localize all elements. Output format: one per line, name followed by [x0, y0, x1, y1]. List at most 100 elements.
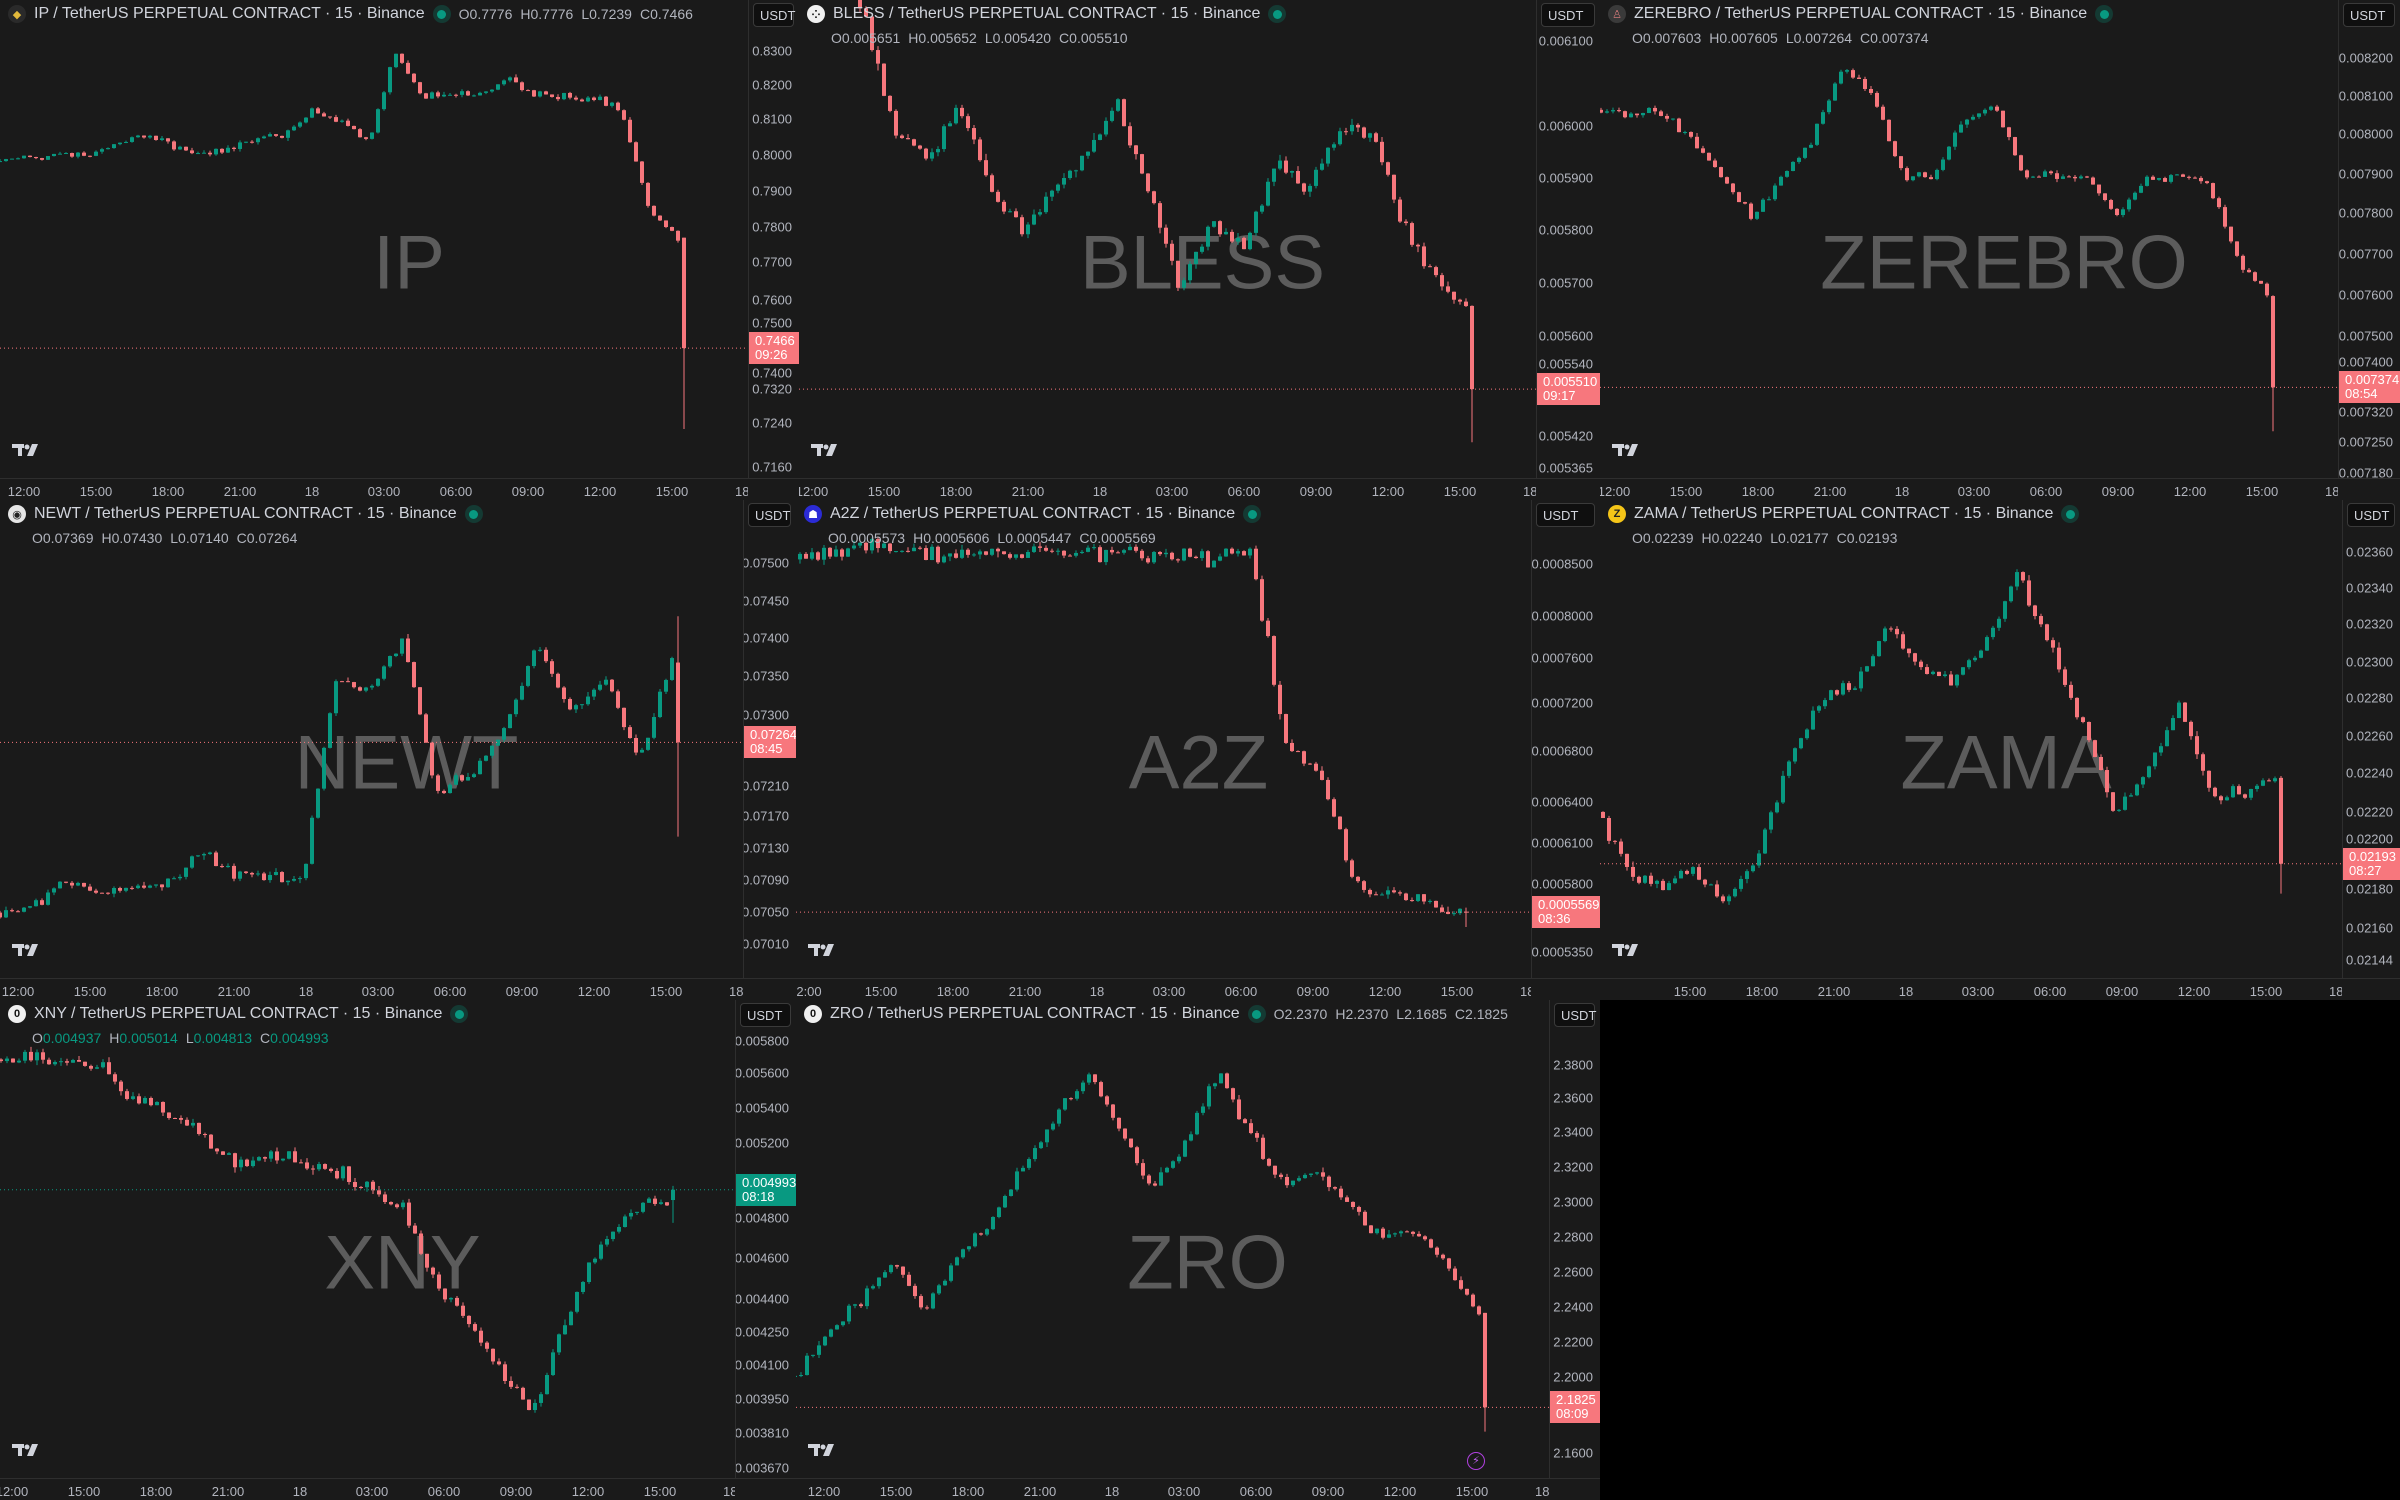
- symbol-title[interactable]: A2Z / TetherUS PERPETUAL CONTRACT · 15 ·…: [830, 505, 1236, 522]
- price-axis[interactable]: 0.8300 0.8200 0.8100 0.8000 0.7900 0.7800 0.77…: [748, 0, 799, 478]
- symbol-title[interactable]: BLESS / TetherUS PERPETUAL CONTRACT · 15…: [833, 5, 1261, 22]
- symbol-title[interactable]: XNY / TetherUS PERPETUAL CONTRACT · 15 ·…: [34, 1005, 443, 1022]
- price-tick-label: 0.07350: [743, 668, 789, 684]
- chart-panel-newt[interactable]: ◉ NEWT / TetherUS PERPETUAL CONTRACT · 15…: [0, 500, 796, 1000]
- chart-panel-zerebro[interactable]: O0.007603 H0.007605 L0.007264 C0.007374 ♙ ZER…: [1600, 0, 2400, 500]
- candle-body: [484, 755, 488, 761]
- candlestick-series[interactable]: [0, 0, 748, 478]
- candle-countdown: 08:54: [2345, 386, 2378, 402]
- candle: [622, 109, 626, 121]
- market-status-icon[interactable]: [1243, 505, 1262, 523]
- tradingview-logo[interactable]: [12, 942, 42, 963]
- chart-plot-area[interactable]: Z ZAMA / TetherUS PERPETUAL CONTRACT · 15…: [1600, 500, 2342, 978]
- symbol-title[interactable]: ZEREBRO / TetherUS PERPETUAL CONTRACT · …: [1634, 5, 2088, 22]
- candlestick-series[interactable]: [1600, 500, 2342, 978]
- symbol-title[interactable]: NEWT / TetherUS PERPETUAL CONTRACT · 15 …: [34, 505, 457, 522]
- currency-button[interactable]: USDT: [1536, 503, 1595, 527]
- candle: [1835, 689, 1839, 696]
- currency-button[interactable]: USDT: [748, 503, 791, 527]
- candlestick-series[interactable]: [796, 500, 1531, 978]
- ohlc-c-label: C: [1860, 30, 1871, 46]
- tradingview-logo[interactable]: [808, 1442, 838, 1463]
- tradingview-logo[interactable]: [811, 442, 841, 463]
- candle: [502, 79, 506, 86]
- chart-plot-area[interactable]: ⁘ BLESS / TetherUS PERPETUAL CONTRACT · 1…: [799, 0, 1536, 478]
- chart-plot-area[interactable]: O0.0005573 H0.0005606 L0.0005447 C0.0005569…: [796, 500, 1531, 978]
- chart-panel-a2z[interactable]: O0.0005573 H0.0005606 L0.0005447 C0.0005569…: [796, 500, 1600, 1000]
- ohlc-values: O0.7776 H0.7776 L0.7239 C0.7466: [459, 6, 701, 22]
- chart-panel-ip[interactable]: ◆ IP / TetherUS PERPETUAL CONTRACT · 15 ·…: [0, 0, 799, 500]
- candlestick-series[interactable]: [796, 1000, 1549, 1478]
- market-status-icon[interactable]: [450, 1005, 469, 1023]
- candle-body: [418, 82, 422, 94]
- candlestick-series[interactable]: [799, 0, 1536, 478]
- tradingview-logo[interactable]: [12, 1442, 42, 1463]
- market-status-icon[interactable]: [1268, 5, 1287, 23]
- currency-button[interactable]: USDT: [2343, 3, 2395, 27]
- time-axis[interactable]: 2:00 15:00 18:00 21:00 18 03:00 06:00 09:00 12:0…: [796, 978, 1600, 1000]
- candle: [5, 1056, 9, 1064]
- market-status-icon[interactable]: [2061, 505, 2080, 523]
- market-status-icon[interactable]: [1247, 1005, 1266, 1023]
- tradingview-logo[interactable]: [808, 942, 838, 963]
- currency-button[interactable]: USDT: [1541, 3, 1595, 27]
- candle-body: [2253, 272, 2257, 281]
- tradingview-logo[interactable]: [1612, 442, 1642, 463]
- chart-plot-area[interactable]: 0 XNY / TetherUS PERPETUAL CONTRACT · 15 …: [0, 1000, 735, 1478]
- candle-body: [28, 906, 32, 908]
- alert-lightning-icon[interactable]: ⚡: [1467, 1452, 1485, 1470]
- candle: [1164, 548, 1168, 558]
- chart-plot-area[interactable]: 0 ZRO / TetherUS PERPETUAL CONTRACT · 15 …: [796, 1000, 1549, 1478]
- candle-body: [431, 1267, 435, 1275]
- chart-plot-area[interactable]: ◆ IP / TetherUS PERPETUAL CONTRACT · 15 ·…: [0, 0, 748, 478]
- price-axis[interactable]: 0.008200 0.008100 0.008000 0.007900 0.007800…: [2338, 0, 2400, 478]
- price-axis[interactable]: 0.07500 0.07450 0.07400 0.07350 0.07300 0.072…: [743, 500, 796, 978]
- chart-plot-area[interactable]: ◉ NEWT / TetherUS PERPETUAL CONTRACT · 15…: [0, 500, 743, 978]
- tradingview-logo[interactable]: [1612, 942, 1642, 963]
- price-axis[interactable]: 0.006100 0.006000 0.005900 0.005800 0.005700…: [1536, 0, 1600, 478]
- chart-plot-area[interactable]: O0.007603 H0.007605 L0.007264 C0.007374 ♙ ZER…: [1600, 0, 2338, 478]
- ohlc-h-label: H: [1335, 1006, 1346, 1022]
- chart-panel-zama[interactable]: Z ZAMA / TetherUS PERPETUAL CONTRACT · 15…: [1600, 500, 2400, 1000]
- price-axis[interactable]: 0.0008500 0.0008000 0.0007600 0.0007200 0.00…: [1531, 500, 1600, 978]
- symbol-title[interactable]: IP / TetherUS PERPETUAL CONTRACT · 15 · …: [34, 5, 425, 22]
- time-axis[interactable]: 15:00 18:00 21:00 18 03:00 06:00 09:00 12:00 15:…: [1600, 978, 2400, 1000]
- candle-body: [997, 1207, 1001, 1218]
- currency-button[interactable]: USDT: [2347, 503, 2395, 527]
- symbol-title[interactable]: ZAMA / TetherUS PERPETUAL CONTRACT · 15 …: [1634, 505, 2054, 522]
- chart-panel-bless[interactable]: ⁘ BLESS / TetherUS PERPETUAL CONTRACT · 1…: [799, 0, 1600, 500]
- time-axis[interactable]: 12:0015:0018:0021:001803:0006:0009:0012:…: [799, 478, 1600, 500]
- price-axis[interactable]: 2.3800 2.3600 2.3400 2.3200 2.3000 2.2800 2.26…: [1549, 1000, 1600, 1478]
- candle: [1965, 118, 1969, 128]
- candle-body: [1278, 684, 1282, 715]
- time-tick-label: 09:00: [2101, 484, 2135, 499]
- candlestick-series[interactable]: [1600, 0, 2338, 478]
- market-status-icon[interactable]: [432, 5, 451, 23]
- candle-body: [912, 547, 916, 552]
- currency-button[interactable]: USDT: [740, 1003, 791, 1027]
- candle: [1434, 265, 1438, 278]
- currency-button[interactable]: USDT: [753, 3, 795, 27]
- currency-button[interactable]: USDT: [1554, 1003, 1596, 1027]
- candle-body: [1062, 550, 1066, 556]
- price-axis[interactable]: 0.005800 0.005600 0.005400 0.005200 0.004800…: [735, 1000, 796, 1478]
- candle: [460, 89, 464, 98]
- candlestick-series[interactable]: [0, 500, 743, 978]
- market-status-icon[interactable]: [464, 505, 483, 523]
- candle-body: [1182, 280, 1186, 288]
- candlestick-series[interactable]: [0, 1000, 735, 1478]
- symbol-title[interactable]: ZRO / TetherUS PERPETUAL CONTRACT · 15 ·…: [830, 1005, 1240, 1022]
- chart-panel-zro[interactable]: 0 ZRO / TetherUS PERPETUAL CONTRACT · 15 …: [796, 1000, 1600, 1500]
- market-status-icon[interactable]: [2095, 5, 2114, 23]
- candle: [984, 551, 988, 556]
- price-axis[interactable]: 0.02360 0.02340 0.02320 0.02300 0.02280 0.022…: [2342, 500, 2400, 978]
- candle: [876, 46, 880, 71]
- tradingview-logo[interactable]: [12, 442, 42, 463]
- ohlc-h-label: H: [101, 530, 112, 546]
- chart-panel-xny[interactable]: 0 XNY / TetherUS PERPETUAL CONTRACT · 15 …: [0, 1000, 796, 1500]
- time-axis[interactable]: 12:0015:0018:0021:001803:0006:0009:0012:…: [0, 1478, 796, 1500]
